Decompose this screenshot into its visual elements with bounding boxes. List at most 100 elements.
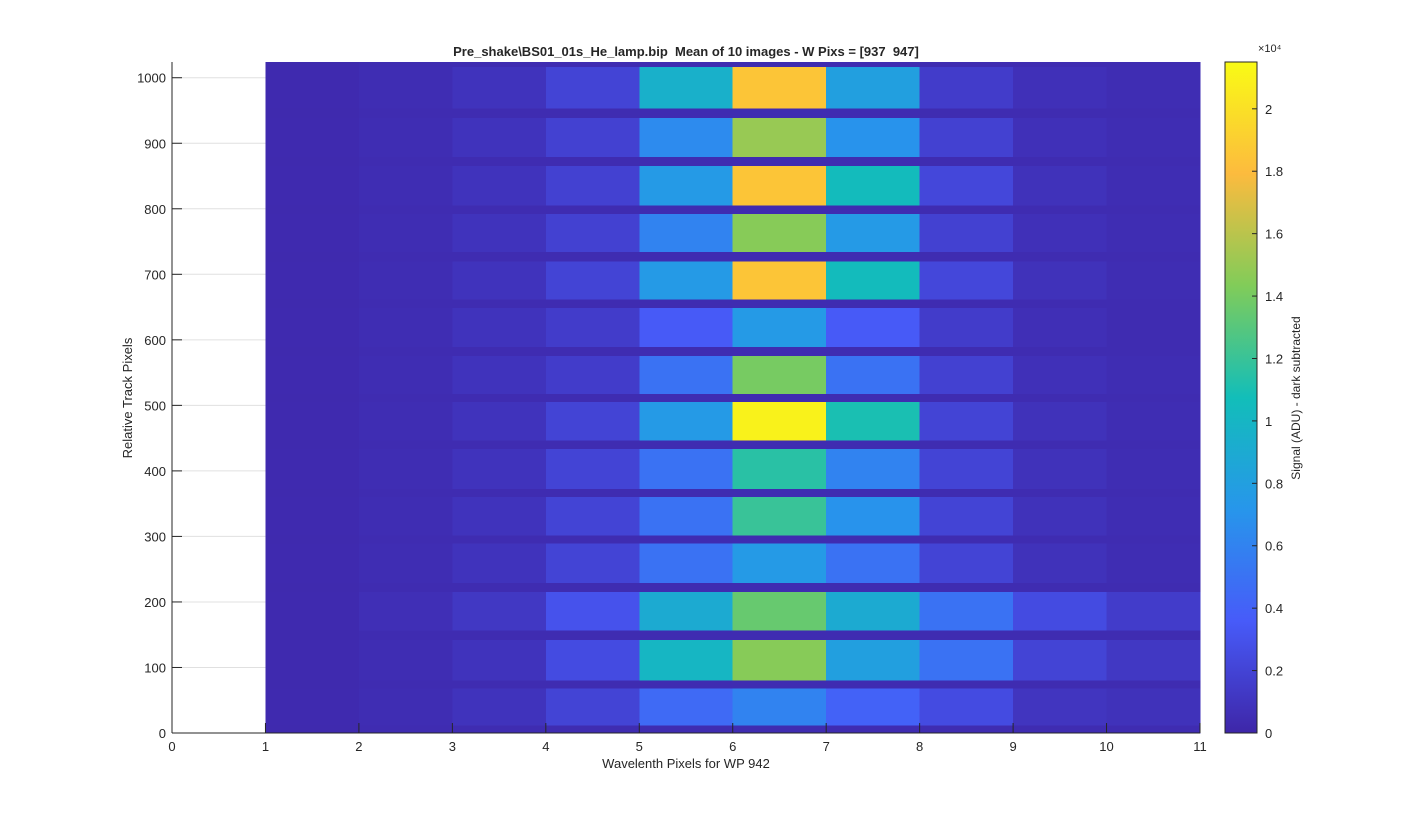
heatmap-cell (452, 204, 547, 214)
x-tick-label: 9 (1009, 739, 1016, 754)
heatmap-cell (452, 679, 547, 689)
heatmap-cell (358, 496, 453, 536)
y-axis-label: Relative Track Pixels (120, 337, 135, 458)
heatmap-cell (1013, 66, 1108, 109)
heatmap-cell (545, 66, 640, 109)
heatmap-cell (919, 687, 1014, 726)
y-tick-label: 300 (144, 529, 166, 544)
heatmap-cell (826, 639, 921, 681)
heatmap-cell (1106, 687, 1201, 726)
heatmap-cell (826, 401, 921, 441)
heatmap-cell (639, 251, 734, 262)
heatmap-cell (919, 62, 1014, 68)
colorbar-tick-label: 1.6 (1265, 227, 1283, 242)
heatmap-cell (919, 448, 1014, 490)
heatmap-cell (265, 630, 360, 640)
heatmap-cell (545, 261, 640, 300)
heatmap-cell (358, 401, 453, 441)
heatmap-cell (358, 440, 453, 450)
heatmap-cell (452, 630, 547, 640)
heatmap-cell (639, 107, 734, 119)
heatmap-cell (1013, 261, 1108, 300)
heatmap-cell (732, 62, 827, 68)
heatmap-cell (919, 535, 1014, 544)
colorbar-tick-label: 0.8 (1265, 476, 1283, 491)
heatmap-cell (1106, 440, 1201, 450)
x-tick-label: 11 (1193, 739, 1207, 754)
heatmap-cell (545, 401, 640, 441)
heatmap-cell (732, 204, 827, 214)
heatmap-cell (545, 355, 640, 395)
heatmap-cell (826, 165, 921, 206)
heatmap-cell (1106, 591, 1201, 631)
heatmap-cell (639, 165, 734, 206)
heatmap-cell (452, 496, 547, 536)
heatmap-cell (545, 582, 640, 592)
heatmap-cell (639, 725, 734, 734)
heatmap-cell (452, 535, 547, 544)
heatmap-cell (919, 156, 1014, 167)
heatmap-cell (826, 204, 921, 214)
heatmap-cell (452, 156, 547, 167)
heatmap-cell (919, 542, 1014, 583)
heatmap-cell (452, 307, 547, 347)
heatmap-cell (732, 488, 827, 497)
heatmap-cell (639, 401, 734, 441)
heatmap-cell (452, 591, 547, 631)
heatmap-cell (358, 213, 453, 252)
heatmap-cell (358, 639, 453, 681)
x-tick-label: 0 (168, 739, 175, 754)
heatmap-cell (1106, 535, 1201, 544)
heatmap-cell (452, 107, 547, 119)
heatmap-cell (265, 355, 360, 395)
heatmap-cell (826, 156, 921, 167)
heatmap-cell (545, 117, 640, 157)
heatmap-cell (1106, 204, 1201, 214)
heatmap-cell (732, 66, 827, 109)
heatmap-cell (732, 639, 827, 681)
heatmap-cell (265, 62, 360, 68)
heatmap-cell (265, 107, 360, 119)
heatmap-cell (1013, 448, 1108, 490)
heatmap-cell (358, 251, 453, 262)
heatmap-cell (265, 251, 360, 262)
heatmap-cell (919, 117, 1014, 157)
heatmap-cell (452, 725, 547, 734)
heatmap-cell (1013, 62, 1108, 68)
heatmap-cell (452, 582, 547, 592)
heatmap-cell (826, 488, 921, 497)
heatmap-cell (1106, 251, 1201, 262)
heatmap-cell (826, 535, 921, 544)
heatmap-cell (826, 448, 921, 490)
heatmap-cell (1013, 679, 1108, 689)
heatmap-cell (732, 393, 827, 402)
heatmap-cell (919, 251, 1014, 262)
x-tick-label: 5 (636, 739, 643, 754)
heatmap-cell (265, 591, 360, 631)
heatmap-cell (639, 679, 734, 689)
heatmap-cell (358, 591, 453, 631)
heatmap-cell (732, 725, 827, 734)
heatmap-cell (1106, 639, 1201, 681)
heatmap-cell (919, 639, 1014, 681)
heatmap-cell (826, 66, 921, 109)
colorbar-tick-label: 1.8 (1265, 164, 1283, 179)
heatmap-cell (826, 687, 921, 726)
colorbar-tick-label: 1.2 (1265, 351, 1283, 366)
heatmap-cell (639, 448, 734, 490)
heatmap-cell (919, 307, 1014, 347)
heatmap-cell (1106, 488, 1201, 497)
heatmap-cell (1106, 156, 1201, 167)
x-tick-label: 10 (1099, 739, 1113, 754)
heatmap-cell (358, 107, 453, 119)
heatmap-cell (452, 440, 547, 450)
heatmap-cell (452, 261, 547, 300)
heatmap-cell (826, 393, 921, 402)
heatmap-cell (639, 535, 734, 544)
heatmap-cell (1106, 393, 1201, 402)
heatmap-cell (358, 261, 453, 300)
heatmap-cell (1013, 355, 1108, 395)
heatmap-cell (1013, 630, 1108, 640)
heatmap-cell (919, 107, 1014, 119)
heatmap-cell (265, 542, 360, 583)
